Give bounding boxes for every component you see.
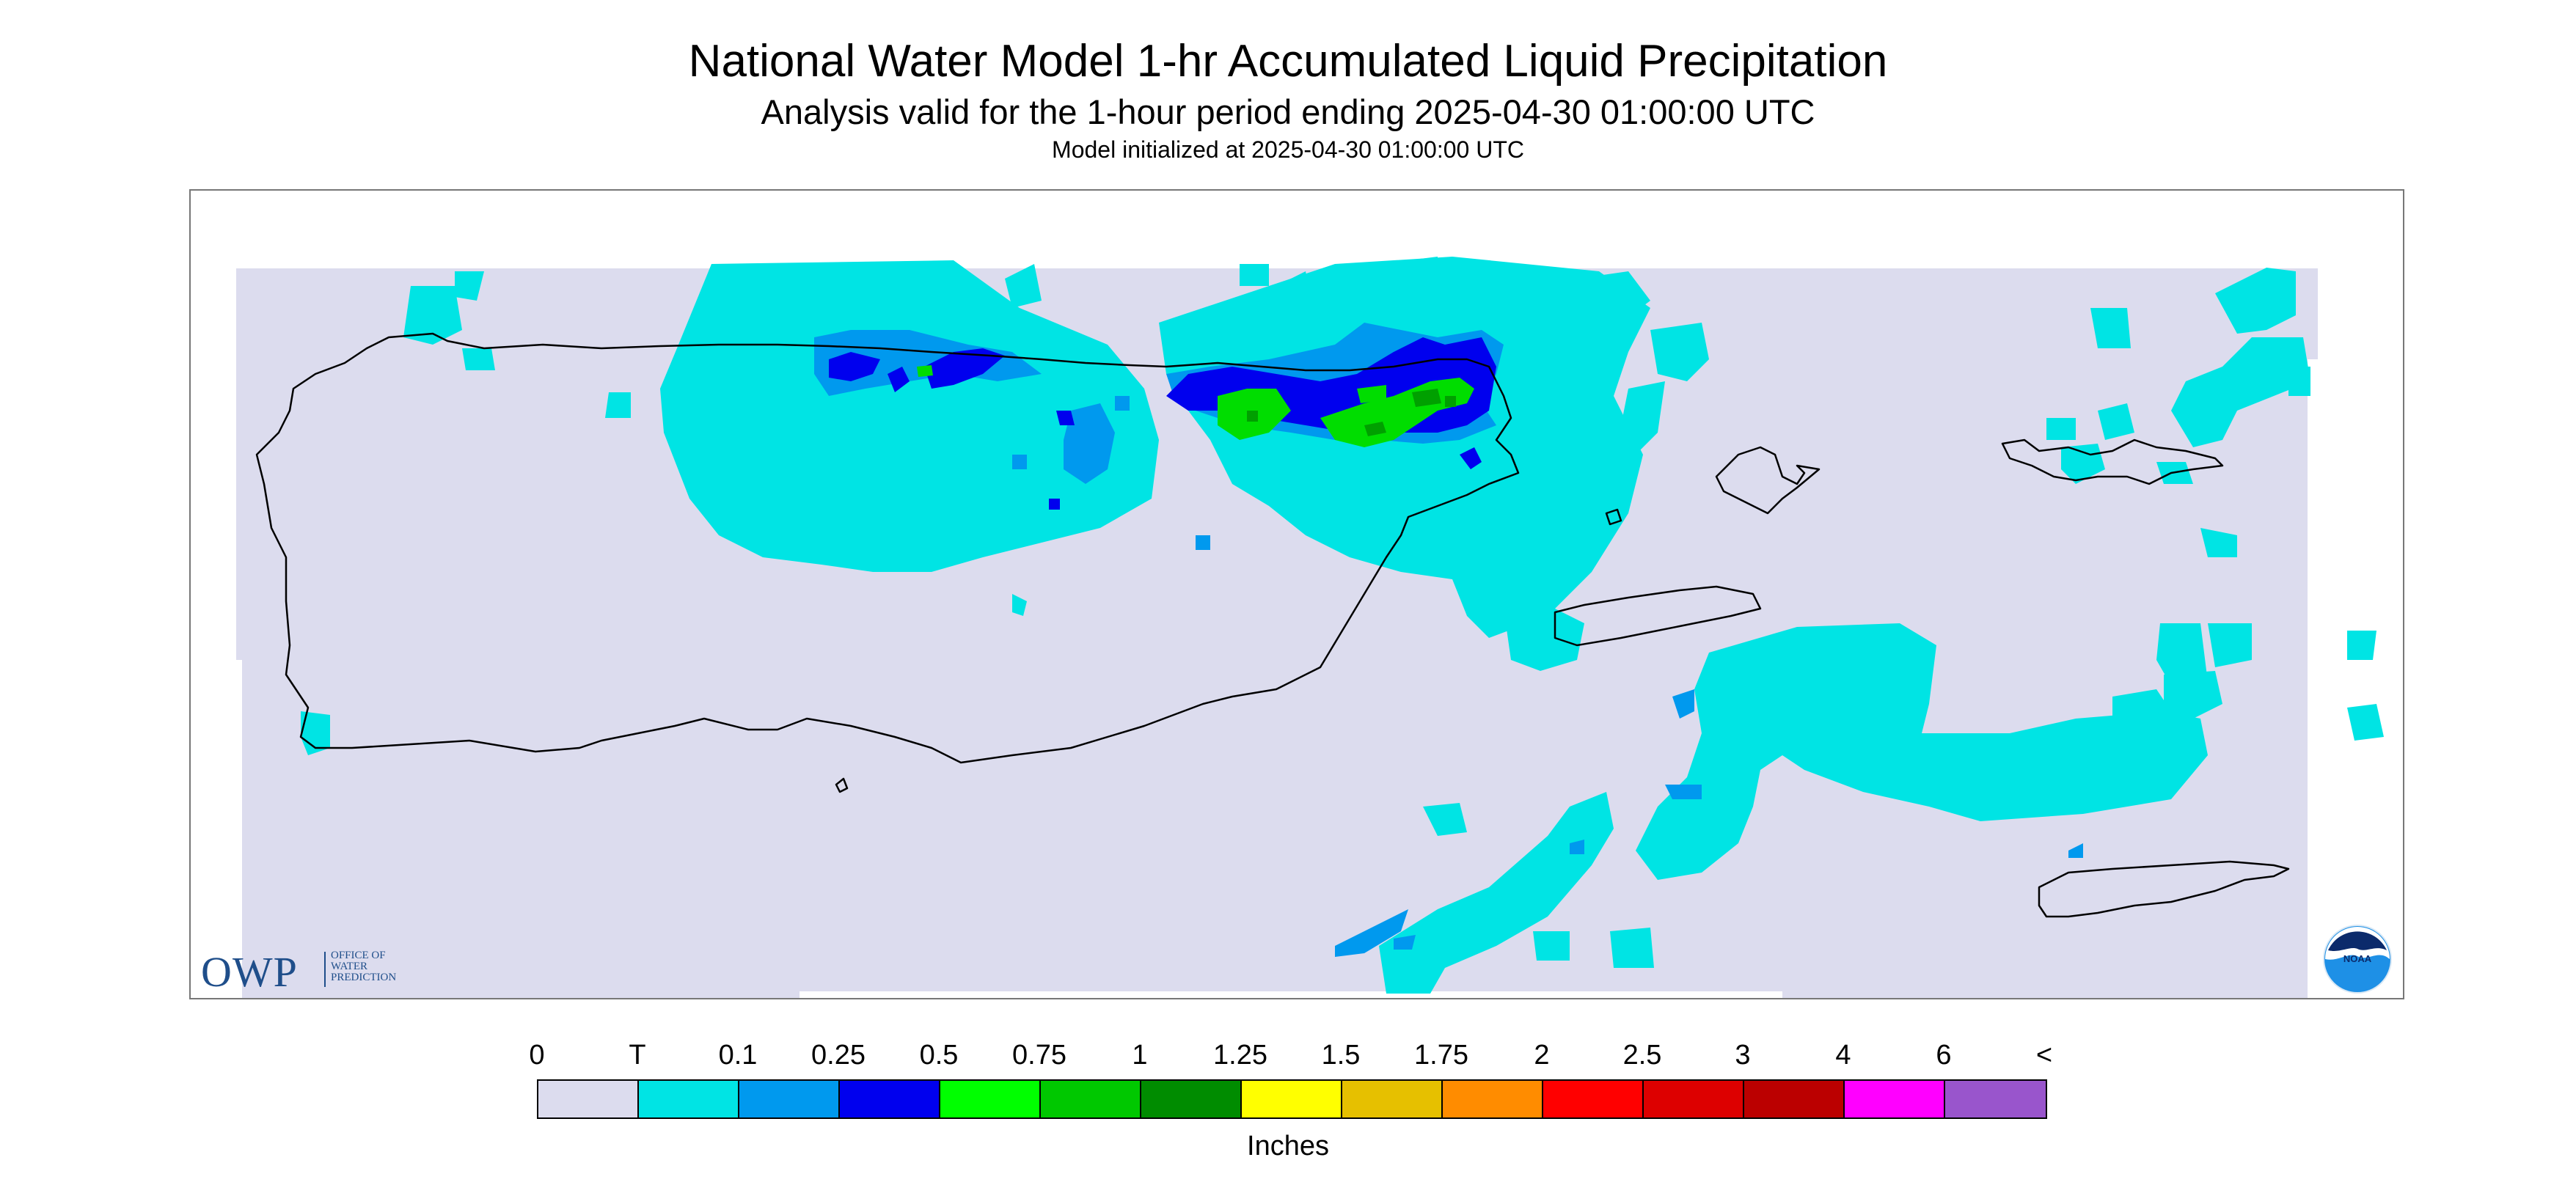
coastlines (255, 332, 2290, 918)
virgin-islands-outline (2001, 438, 2224, 485)
legend-tick-label: 3 (1735, 1040, 1751, 1071)
legend-tick-label: 0.25 (811, 1040, 866, 1071)
legend-swatch (940, 1081, 1041, 1117)
owp-logo-letters: OWP (201, 948, 298, 996)
islet-outline (835, 777, 849, 793)
vieques-outline (1554, 585, 1762, 647)
legend-tick-label: 0.5 (919, 1040, 959, 1071)
legend-tick-label: 1.5 (1321, 1040, 1361, 1071)
legend-tick-label: T (629, 1040, 646, 1071)
bottom-white-strip (799, 991, 1782, 998)
legend-swatch (840, 1081, 940, 1117)
owp-logo-line-2: WATER (331, 961, 367, 972)
st-croix-outline (2038, 860, 2290, 918)
precip-trace (301, 257, 2384, 994)
legend-tick-label: < (2035, 1040, 2053, 1071)
legend-swatch (1242, 1081, 1342, 1117)
legend-swatch (739, 1081, 840, 1117)
owp-logo-divider (324, 952, 326, 987)
precip-heavy-dark (1247, 389, 1456, 436)
owp-logo-line-1: OFFICE OF (331, 950, 386, 961)
legend-swatch (1543, 1081, 1644, 1117)
legend-swatch (1644, 1081, 1744, 1117)
legend-swatch (538, 1081, 639, 1117)
legend-color-bar (537, 1079, 2047, 1119)
legend-swatch (1744, 1081, 1845, 1117)
legend-tick-label: 0.1 (718, 1040, 758, 1071)
legend-tick-label: 4 (1835, 1040, 1851, 1071)
legend-tick-label: 2.5 (1622, 1040, 1662, 1071)
color-legend: 0 T 0.1 0.25 0.5 0.75 1 1.25 1.5 1.75 2 2.5 3 4 6 < (529, 1040, 2053, 1142)
culebra-outline (1715, 446, 1821, 515)
noaa-logo-text: NOAA (2343, 953, 2372, 964)
legend-tick-label: 1.75 (1414, 1040, 1468, 1071)
puerto-rico-outline (255, 332, 1520, 764)
legend-swatch (1041, 1081, 1141, 1117)
chart-title: National Water Model 1-hr Accumulated Li… (688, 36, 1888, 87)
legend-swatch (1141, 1081, 1242, 1117)
legend-tick-label: 0 (529, 1040, 545, 1071)
map-panel: OWP OFFICE OF WATER PREDICTION NOAA (189, 189, 2404, 999)
legend-tick-label: 6 (1936, 1040, 1952, 1071)
legend-tick-label: 2 (1534, 1040, 1550, 1071)
legend-tick-label: 1 (1132, 1040, 1148, 1071)
chart-subtitle: Analysis valid for the 1-hour period end… (761, 92, 1815, 131)
legend-swatch (1342, 1081, 1443, 1117)
owp-logo-subtitle: OFFICE OF WATER PREDICTION (331, 950, 396, 983)
owp-logo-line-3: PREDICTION (331, 972, 397, 983)
legend-tick-label: 0.75 (1012, 1040, 1066, 1071)
legend-swatch (639, 1081, 739, 1117)
model-init-line: Model initialized at 2025-04-30 01:00:00… (1052, 136, 1524, 163)
legend-tick-label: 1.25 (1213, 1040, 1267, 1071)
precipitation-map (236, 257, 2384, 998)
legend-swatch (1845, 1081, 1945, 1117)
legend-swatch (1945, 1081, 2046, 1117)
legend-swatch (1443, 1081, 1543, 1117)
noaa-logo: NOAA (2323, 925, 2392, 994)
islet-outline-2 (1605, 508, 1622, 526)
legend-units-label: Inches (1247, 1131, 1329, 1161)
